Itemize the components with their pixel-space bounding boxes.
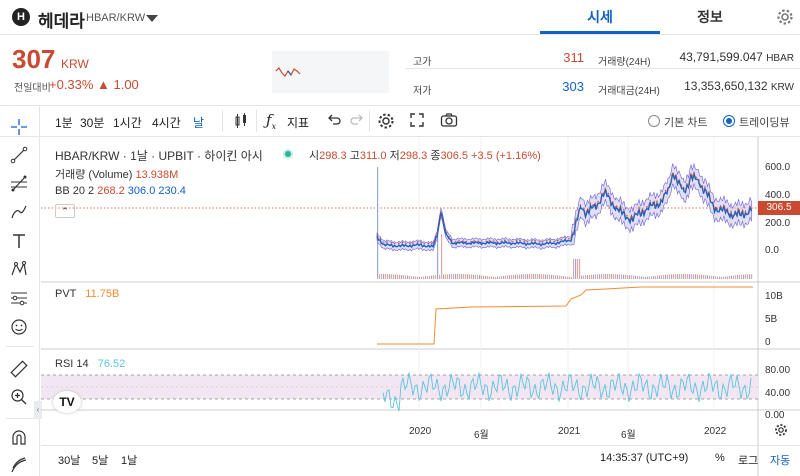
text-tool-icon[interactable] bbox=[10, 232, 28, 250]
coin-pair: HBAR/KRW bbox=[86, 12, 146, 24]
radio-tradingview[interactable] bbox=[723, 115, 735, 127]
settings-gear-icon[interactable] bbox=[776, 8, 794, 26]
collapse-legend-button[interactable]: ⌃ bbox=[55, 204, 75, 218]
tradingview-logo[interactable]: TV bbox=[53, 391, 81, 413]
chart-settings-gear-icon[interactable] bbox=[377, 112, 395, 130]
mini-chart bbox=[272, 51, 389, 93]
change-percent: +0.33% bbox=[49, 77, 94, 92]
lock-drawing-icon[interactable] bbox=[10, 456, 28, 474]
rsi-tick: 40.00 bbox=[765, 388, 791, 399]
emoji-icon[interactable] bbox=[10, 318, 28, 336]
change-amount: ▲ 1.00 bbox=[97, 77, 139, 92]
rsi-tick: 0.00 bbox=[765, 410, 785, 421]
zoom-in-icon[interactable] bbox=[10, 388, 28, 406]
chart-area[interactable]: HBAR/KRW · 1날 · UPBIT · 하이킨 아시 시298.3 고3… bbox=[41, 137, 800, 476]
price-unit: KRW bbox=[61, 57, 89, 71]
volume-label: 거래량(24H) bbox=[598, 57, 651, 68]
brush-icon[interactable] bbox=[10, 203, 28, 221]
chart-symbol: HBAR/KRW · 1날 · UPBIT · 하이킨 아시 bbox=[55, 149, 263, 163]
rsi-legend: RSI 14 76.52 bbox=[55, 358, 126, 370]
high-label: 고가 bbox=[413, 57, 432, 68]
pattern-tool-icon[interactable] bbox=[10, 260, 28, 278]
interval-1hour[interactable]: 1시간 bbox=[113, 116, 142, 130]
range-30day[interactable]: 30날 bbox=[58, 455, 81, 467]
time-tick: 6월 bbox=[621, 430, 636, 441]
ohlc-values: 시298.3 고311.0 저298.3 종306.5 +3.5 (+1.16%… bbox=[309, 150, 541, 162]
interval-30min[interactable]: 30분 bbox=[80, 116, 105, 130]
interval-4hour[interactable]: 4시간 bbox=[152, 116, 181, 130]
pvt-tick: 5B bbox=[765, 314, 778, 325]
range-5day[interactable]: 5날 bbox=[92, 455, 109, 467]
price-tick: 400.0 bbox=[765, 190, 791, 201]
visibility-eye-icon[interactable] bbox=[283, 149, 293, 159]
percent-toggle[interactable]: % bbox=[715, 452, 725, 464]
current-price: 307 bbox=[12, 44, 56, 74]
indicator-fx-icon[interactable]: ƒx bbox=[266, 111, 277, 131]
undo-icon[interactable] bbox=[326, 112, 342, 128]
time-tick: 2022 bbox=[704, 426, 727, 437]
fib-tool-icon[interactable] bbox=[10, 174, 28, 192]
rsi-tick: 80.00 bbox=[765, 365, 791, 376]
fullscreen-icon[interactable] bbox=[409, 112, 425, 128]
candle-type-icon[interactable] bbox=[233, 112, 249, 130]
current-price-badge: 306.5 bbox=[758, 201, 800, 215]
coin-logo-icon: H bbox=[12, 8, 30, 26]
trend-line-icon[interactable] bbox=[10, 146, 28, 164]
indicators-button[interactable]: 지표 bbox=[287, 116, 310, 130]
pvt-legend: PVT 11.75B bbox=[55, 288, 120, 300]
interval-day[interactable]: 날 bbox=[193, 116, 205, 130]
time-tick: 6월 bbox=[474, 430, 489, 441]
auto-toggle[interactable]: 자동 bbox=[770, 455, 791, 467]
price-tick: 600.0 bbox=[765, 162, 791, 173]
volume-value: 43,791,599.047 HBAR bbox=[679, 50, 794, 64]
price-tick: 200.0 bbox=[765, 218, 791, 229]
high-value: 311 bbox=[563, 50, 584, 65]
clock: 14:35:37 (UTC+9) bbox=[600, 452, 689, 464]
coin-select-chevron-icon[interactable] bbox=[146, 15, 158, 22]
time-tick: 2021 bbox=[558, 426, 581, 437]
low-label: 저가 bbox=[413, 86, 432, 97]
pvt-tick: 10B bbox=[765, 291, 783, 302]
interval-1min[interactable]: 1분 bbox=[55, 116, 73, 130]
radio-basic-chart[interactable] bbox=[648, 115, 660, 127]
camera-icon[interactable] bbox=[440, 112, 458, 128]
magnet-icon[interactable] bbox=[10, 429, 28, 447]
pvt-tick: 0 bbox=[765, 337, 771, 348]
amount-value: 13,353,650,132 KRW bbox=[684, 79, 794, 93]
radio-basic-chart-label: 기본 차트 bbox=[664, 117, 708, 129]
redo-icon[interactable] bbox=[349, 112, 365, 128]
tab-quotes[interactable]: 시세 bbox=[540, 0, 660, 34]
ruler-icon[interactable] bbox=[10, 360, 28, 378]
volume-legend: 거래량 (Volume) 13.938M bbox=[55, 169, 179, 181]
drawing-toolbar: ‹ bbox=[0, 106, 42, 476]
amount-label: 거래대금(24H) bbox=[598, 86, 660, 97]
tab-info[interactable]: 정보 bbox=[697, 9, 723, 25]
change-label: 전일대비 bbox=[14, 83, 51, 94]
range-1day[interactable]: 1날 bbox=[121, 455, 138, 467]
log-toggle[interactable]: 로그 bbox=[738, 455, 759, 467]
collapse-toolbar-icon[interactable]: ‹ bbox=[34, 401, 42, 419]
coin-name: 헤데라 bbox=[38, 12, 85, 31]
bb-legend: BB 20 2 268.2 306.0 230.4 bbox=[55, 185, 186, 197]
radio-tradingview-label: 트레이딩뷰 bbox=[739, 117, 790, 129]
crosshair-icon[interactable] bbox=[10, 118, 28, 136]
low-value: 303 bbox=[562, 79, 584, 94]
prediction-tool-icon[interactable] bbox=[10, 289, 28, 307]
time-axis-settings-gear-icon[interactable] bbox=[774, 423, 788, 437]
time-tick: 2020 bbox=[409, 426, 432, 437]
price-tick: 0.0 bbox=[765, 245, 779, 256]
